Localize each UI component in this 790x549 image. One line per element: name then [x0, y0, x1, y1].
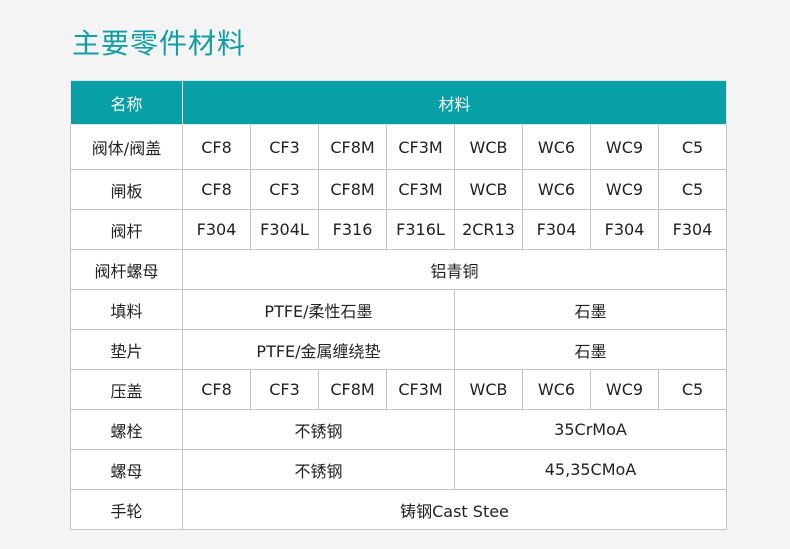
part-name: 手轮 [70, 489, 183, 530]
material-cell: 铝青铜 [181, 249, 728, 290]
material-cell: CF8M [318, 369, 387, 410]
material-cell: CF3 [250, 124, 319, 170]
material-cell: WC6 [522, 169, 591, 210]
material-cell: 不锈钢 [182, 449, 455, 490]
part-name: 填料 [70, 289, 183, 330]
table-row: 手轮 铸钢Cast Stee [70, 489, 728, 530]
table-row: 螺母 不锈钢 45,35CMoA [70, 449, 728, 490]
material-cell: WC6 [522, 369, 591, 410]
table-row: 闸板 CF8 CF3 CF8M CF3M WCB WC6 WC9 C5 [70, 169, 728, 210]
part-name: 螺栓 [70, 409, 183, 450]
table-row: 填料 PTFE/柔性石墨 石墨 [70, 289, 728, 330]
part-name: 阀杆螺母 [70, 249, 183, 290]
material-cell: F304 [522, 209, 591, 250]
material-cell: CF3M [386, 169, 455, 210]
table-row: 阀杆 F304 F304L F316 F316L 2CR13 F304 F304 F304 [70, 209, 728, 250]
material-cell: CF3 [250, 169, 319, 210]
part-name: 阀杆 [70, 209, 183, 250]
material-cell: CF8 [182, 369, 251, 410]
part-name: 垫片 [70, 329, 183, 370]
material-cell: CF8 [182, 169, 251, 210]
materials-table: 名称 材料 阀体/阀盖 CF8 CF3 CF8M CF3M WCB WC6 WC9 C5 闸板 CF… [70, 80, 728, 530]
material-cell: WC9 [590, 369, 659, 410]
material-cell: 不锈钢 [182, 409, 455, 450]
material-cell: C5 [657, 124, 728, 170]
part-name: 螺母 [70, 449, 183, 490]
table-row: 垫片 PTFE/金属缠绕垫 石墨 [70, 329, 728, 370]
material-cell: F304 [182, 209, 251, 250]
material-cell: WC6 [522, 124, 591, 170]
material-cell: WC9 [590, 124, 659, 170]
part-name: 阀体/阀盖 [70, 124, 183, 170]
material-cell: 石墨 [453, 289, 728, 330]
material-cell: CF8M [318, 169, 387, 210]
material-cell: F304 [657, 209, 728, 250]
material-cell: F316L [386, 209, 455, 250]
material-cell: C5 [657, 169, 728, 210]
material-cell: 石墨 [453, 329, 728, 370]
material-cell: F304L [250, 209, 319, 250]
material-cell: F316 [318, 209, 387, 250]
table-row: 压盖 CF8 CF3 CF8M CF3M WCB WC6 WC9 C5 [70, 369, 728, 410]
table-row: 螺栓 不锈钢 35CrMoA [70, 409, 728, 450]
material-cell: CF3 [250, 369, 319, 410]
material-cell: CF8 [182, 124, 251, 170]
part-name: 压盖 [70, 369, 183, 410]
table-row: 阀杆螺母 铝青铜 [70, 249, 728, 290]
material-cell: 35CrMoA [453, 409, 728, 450]
material-cell: CF3M [386, 369, 455, 410]
material-cell: 45,35CMoA [453, 449, 728, 490]
header-material: 材料 [181, 80, 728, 125]
page-title: 主要零件材料 [72, 27, 247, 60]
material-cell: PTFE/柔性石墨 [182, 289, 455, 330]
material-cell: PTFE/金属缠绕垫 [182, 329, 455, 370]
material-cell: WCB [454, 169, 523, 210]
material-cell: C5 [657, 369, 728, 410]
material-cell: WCB [454, 124, 523, 170]
material-cell: WCB [454, 369, 523, 410]
table-row: 阀体/阀盖 CF8 CF3 CF8M CF3M WCB WC6 WC9 C5 [70, 124, 728, 170]
material-cell: CF3M [386, 124, 455, 170]
table-header: 名称 材料 [70, 80, 728, 125]
material-cell: WC9 [590, 169, 659, 210]
material-cell: 2CR13 [454, 209, 523, 250]
part-name: 闸板 [70, 169, 183, 210]
material-cell: CF8M [318, 124, 387, 170]
material-cell: F304 [590, 209, 659, 250]
material-cell: 铸钢Cast Stee [181, 489, 728, 530]
header-name: 名称 [70, 80, 183, 125]
